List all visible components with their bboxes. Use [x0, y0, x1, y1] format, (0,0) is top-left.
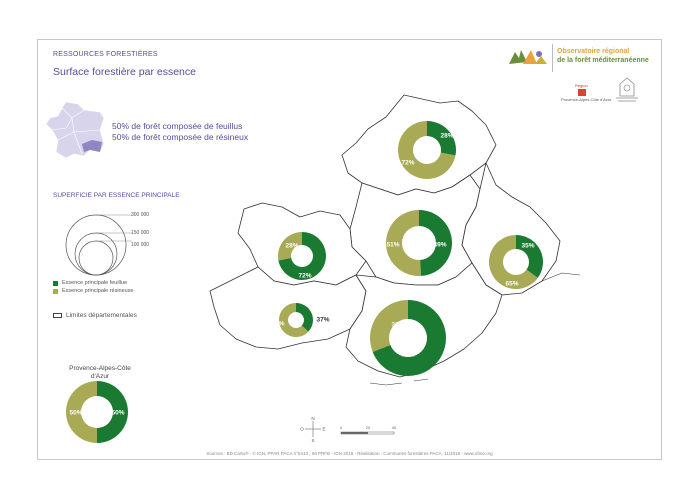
feuillus-pct-label: 72%	[298, 273, 311, 280]
department-4-donut: 72% 28%	[278, 232, 326, 280]
feuillus-slice	[296, 303, 313, 332]
legend-label: Limites départementales	[66, 312, 137, 319]
map-frame	[37, 39, 662, 460]
feuillus-slice	[419, 210, 452, 276]
summary-resineux: 50% de forêt composée de résineux	[112, 132, 249, 142]
section-label: RESSOURCES FORESTIÈRES	[53, 51, 158, 58]
legend-item-limits: Limites départementales	[53, 312, 137, 319]
feuillus-slice	[427, 121, 456, 156]
resineux-slice	[488, 235, 538, 289]
resineux-pct-label: 51%	[386, 242, 399, 249]
legend-label: Essence principale résineuse	[62, 288, 134, 294]
size-legend-value: 150 000	[131, 230, 150, 236]
legend-item-feuillus: Essence principale feuillue	[53, 280, 127, 286]
coastline-islands	[369, 272, 581, 386]
observatory-name: Observatoire régional de la forêt médite…	[557, 47, 649, 65]
resineux-slice	[370, 300, 408, 352]
resineux-pct-label: 72%	[401, 160, 414, 167]
feuillus-slice	[278, 232, 326, 280]
resineux-swatch	[53, 288, 58, 294]
resineux-slice	[398, 121, 456, 180]
feuillus-pct-label: 49%	[433, 242, 446, 249]
resineux-slice	[65, 381, 97, 443]
size-legend-circles	[65, 214, 132, 276]
compass-o: O	[300, 427, 304, 432]
region-logo-title: Région	[575, 83, 588, 88]
scale-label: 20	[366, 425, 371, 430]
department-3-donut: 35% 65%	[488, 235, 543, 289]
summary-feuillus: 50% de forêt composée de feuillus	[112, 121, 243, 131]
department-2-donut: 28% 72%	[398, 121, 456, 180]
compass-e: E	[322, 427, 325, 432]
compass-rose-icon: N S E O	[300, 416, 325, 443]
paca-highlight	[82, 140, 102, 152]
resineux-pct-label: 65%	[505, 281, 518, 288]
feuillus-slice	[97, 381, 128, 443]
observatory-line1: Observatoire régional	[557, 48, 630, 55]
prefecture-seal-icon	[616, 77, 638, 102]
resineux-slice	[385, 210, 422, 276]
resineux-pct-label: 50%	[69, 410, 82, 417]
department-5-donut: 37% 63%	[271, 303, 330, 337]
feuillus-slice	[372, 300, 447, 377]
observatory-line2: de la forêt méditerranéenne	[557, 57, 649, 64]
resineux-pct-label: 63%	[271, 321, 284, 328]
feuillus-pct-label: 35%	[521, 243, 534, 250]
legend-label: Essence principale feuillue	[62, 280, 128, 286]
department-1-donut: 49% 51%	[385, 210, 452, 276]
feuillus-pct-label: 50%	[111, 410, 124, 417]
scale-label: 40	[392, 425, 397, 430]
france-locator-map	[45, 101, 105, 159]
resineux-pct-label: 31%	[391, 322, 404, 329]
feuillus-pct-label: 69%	[401, 352, 414, 359]
department-6-donut: 69% 31%	[370, 300, 447, 377]
size-legend-title: SUPERFICIE PAR ESSENCE PRINCIPALE	[53, 192, 180, 199]
feuillus-slice	[516, 235, 543, 278]
map-title: Surface forestière par essence	[53, 66, 196, 78]
scale-label: 0	[340, 425, 343, 430]
region-logo-icon	[578, 89, 586, 96]
compass-s: S	[311, 438, 314, 443]
logo-divider	[552, 44, 553, 72]
resineux-slice	[279, 303, 309, 337]
region-total-donut: 50% 50%	[65, 381, 128, 443]
feuillus-pct-label: 28%	[440, 133, 453, 140]
compass-n: N	[311, 416, 314, 421]
resineux-pct-label: 28%	[285, 243, 298, 250]
region-logo-caption: Provence-Alpes-Côte d'Azur	[561, 97, 612, 102]
feuillus-swatch	[53, 280, 58, 286]
legend-item-resineux: Essence principale résineuse	[53, 288, 134, 294]
resineux-slice	[278, 232, 302, 261]
sources-text: Sources : BD Carto® - © IGN, PPAR PACA n…	[206, 451, 493, 456]
region-total-label: Provence-Alpes-Côte d'Azur	[69, 365, 131, 380]
size-legend-value: 100 000	[131, 242, 150, 248]
feuillus-pct-label: 37%	[316, 317, 329, 324]
department-limit-swatch	[53, 313, 62, 318]
size-legend-value: 300 000	[131, 212, 150, 218]
observatory-logo-icon	[509, 50, 547, 64]
scale-bar: 0 20 40	[340, 425, 397, 435]
